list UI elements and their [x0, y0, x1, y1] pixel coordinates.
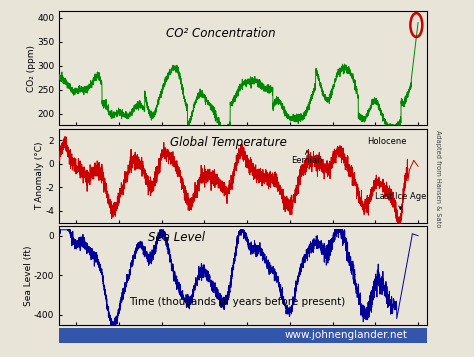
Text: Holocene: Holocene: [367, 137, 407, 146]
Y-axis label: CO₂ (ppm): CO₂ (ppm): [27, 45, 36, 92]
Text: Time (thousands of years before present): Time (thousands of years before present): [129, 297, 345, 307]
Text: Last Ice Age: Last Ice Age: [375, 192, 427, 209]
Text: Sea Level: Sea Level: [148, 231, 205, 244]
Y-axis label: T Anomaly (°C): T Anomaly (°C): [35, 141, 44, 210]
Text: CO² Concentration: CO² Concentration: [166, 27, 276, 40]
Text: Eemian: Eemian: [292, 150, 323, 165]
Text: www.johnenglander.net: www.johnenglander.net: [284, 331, 407, 341]
Text: Adapted from Hansen & Sato: Adapted from Hansen & Sato: [436, 130, 441, 227]
Y-axis label: Sea Level (ft): Sea Level (ft): [24, 245, 33, 306]
Text: Global Temperature: Global Temperature: [170, 136, 287, 149]
